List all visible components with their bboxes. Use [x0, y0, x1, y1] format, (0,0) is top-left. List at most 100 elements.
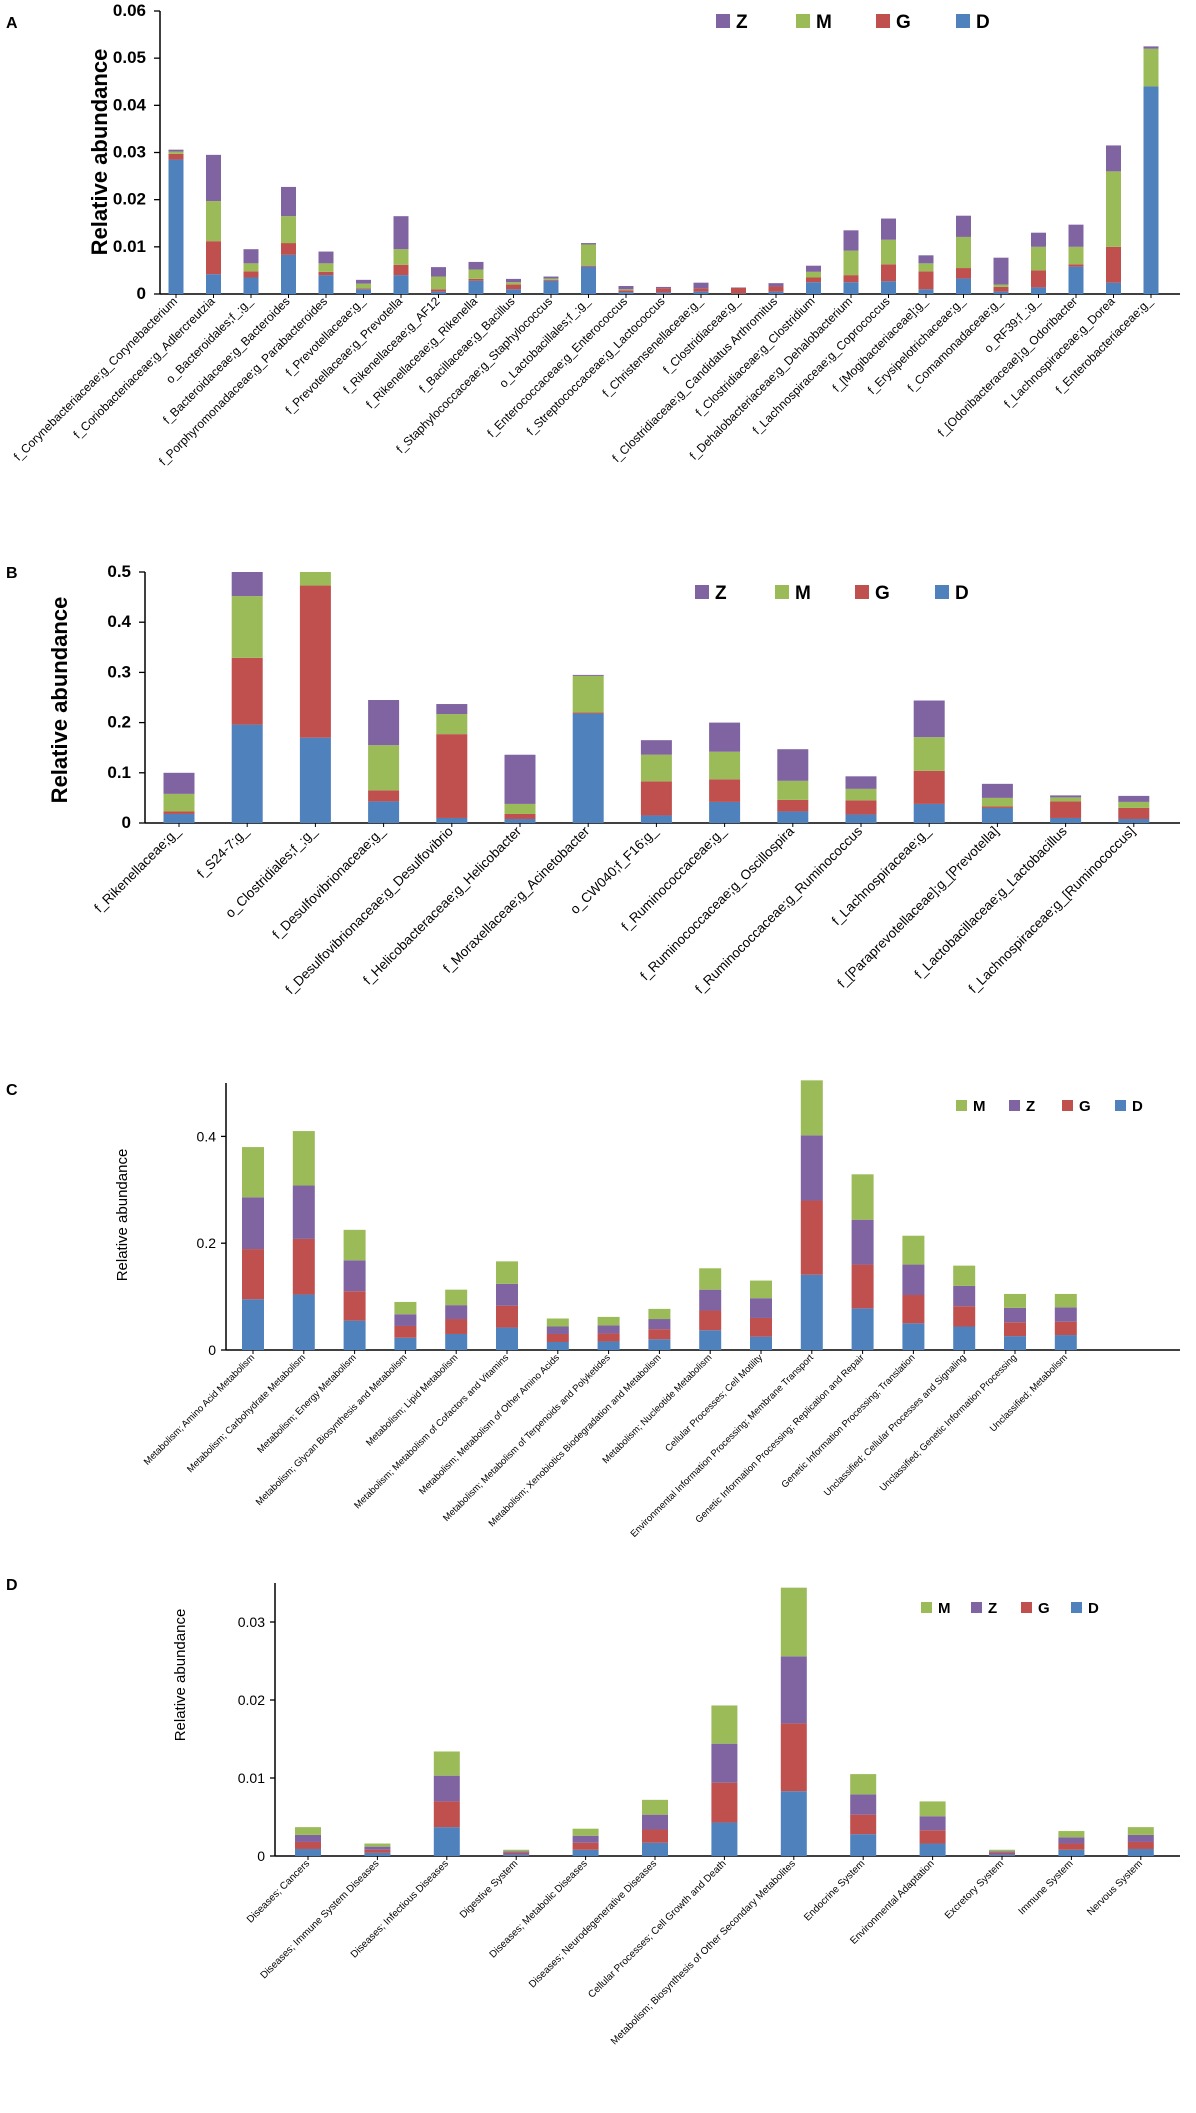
panel-b-legend-swatch-z — [695, 585, 709, 599]
panel-a-segment-z — [806, 265, 821, 272]
panel-c-legend-swatch-g — [1062, 1100, 1073, 1111]
panel-b-segment-d — [845, 814, 877, 823]
panel-a-bar-f-christensenellaceae-g — [693, 282, 709, 294]
panel-a-segment-d — [918, 289, 934, 294]
panel-b-segment-g — [572, 712, 604, 714]
panel-d-segment-g — [503, 1852, 530, 1855]
panel-c-bar-metabolism-nucleotide-metabolism — [699, 1268, 722, 1350]
panel-b-segment-d — [504, 818, 536, 823]
panel-b-segment-m — [640, 754, 672, 782]
panel-b-y-tick-label: 0.4 — [107, 612, 131, 631]
panel-c-bar-metabolism-xenobiotics-biodegradation-and-metabolism — [648, 1308, 671, 1350]
panel-d-segment-m — [503, 1849, 530, 1852]
panel-d-bar-metabolism-biosynthesis-of-other-secondary-metabolites — [780, 1587, 807, 1856]
panel-b-y-axis-label: Relative abundance — [47, 597, 72, 804]
panel-c-segment-z — [902, 1264, 925, 1295]
panel-b-segment-z — [1118, 795, 1150, 802]
panel-a-category-label: f_[Odoribacteraceae];g_Odoribacter — [935, 294, 1080, 439]
panel-a-segment-z — [918, 255, 934, 264]
panel-a-bar-o-lactobacillales-f-g — [581, 243, 596, 294]
panel-d-y-tick-label: 0.03 — [238, 1614, 265, 1630]
panel-c-segment-d — [648, 1339, 671, 1350]
panel-c-bar-unclassified-metabolism — [1054, 1293, 1077, 1350]
panel-b-segment-z — [845, 776, 877, 789]
panel-a-segment-g — [656, 288, 671, 293]
panel-b-segment-d — [163, 813, 195, 823]
panel-a-segment-m — [356, 283, 371, 289]
panel-b-segment-m — [163, 793, 195, 812]
panel-a-segment-g — [806, 277, 821, 283]
panel-b-segment-g — [1118, 807, 1150, 819]
panel-b-segment-z — [709, 722, 741, 752]
panel-a-segment-m — [431, 276, 446, 290]
panel-d-category-label: Diseases; Cancers — [245, 1858, 312, 1925]
panel-a-segment-d — [1031, 287, 1046, 294]
panel-a-segment-d — [243, 277, 259, 294]
panel-b-segment-g — [640, 781, 672, 816]
panel-d-segment-m — [780, 1587, 807, 1657]
panel-b-bar-f-ruminococcaceae-g-ruminococcus — [845, 776, 877, 823]
panel-c-segment-z — [648, 1319, 671, 1330]
panel-a-bar-f-coriobacteriaceae-g-adlercreutzia — [206, 154, 221, 294]
panel-d-segment-g — [433, 1801, 460, 1828]
panel-c-segment-d — [445, 1333, 468, 1350]
panel-a-bar-f-streptococcaceae-g-lactococcus — [656, 286, 671, 294]
panel-d-category-label: Excretory System — [943, 1858, 1006, 1921]
panel-c-segment-m — [242, 1147, 264, 1198]
panel-d-legend-swatch-d — [1071, 1602, 1082, 1613]
panel-b-bar-f-lachnospiraceae-g — [913, 700, 945, 823]
panel-b-segment-g — [913, 770, 945, 804]
panel-d-segment-d — [642, 1842, 668, 1856]
panel-a-segment-m — [956, 236, 971, 269]
panel-c-bar-cellular-processes-cell-motility — [750, 1280, 772, 1350]
panel-a-y-tick-label: 0.04 — [113, 95, 147, 114]
panel-d-bar-endocrine-system — [850, 1774, 877, 1856]
panel-b-bar-f-moraxellaceae-g-acinetobacter — [572, 674, 604, 823]
panel-c-bar-metabolism-carbohydrate-metabolism — [292, 1131, 315, 1350]
panel-c-segment-m — [1004, 1293, 1026, 1308]
panel-b-legend-label-g: G — [875, 583, 890, 604]
panel-b-segment-g — [436, 734, 468, 818]
panel-b-segment-z — [504, 754, 536, 804]
panel-c-segment-g — [750, 1317, 772, 1337]
panel-a-bar-f-rikenellaceae-g-af12 — [431, 267, 446, 294]
panel-a-bar-f-odoribacteraceae-g-odoribacter — [1068, 224, 1084, 294]
panel-c-category-label: Cellular Processes; Cell Motility — [663, 1352, 765, 1454]
panel-a-legend-swatch-m — [796, 14, 810, 28]
panel-b-bar-f-desulfovibrionaceae-g-desulfovibrio — [436, 704, 468, 823]
panel-a-segment-m — [806, 271, 821, 278]
panel-c-segment-g — [648, 1329, 671, 1340]
panel-a-segment-z — [1106, 145, 1121, 172]
panel-a-segment-d — [956, 278, 971, 294]
panel-a-segment-z — [1143, 46, 1159, 49]
panel-a-segment-m — [618, 289, 634, 291]
panel-b-bar-o-cw040-f-f16-g — [640, 740, 672, 823]
panel-c-segment-g — [699, 1310, 722, 1331]
panel-a-y-tick-label: 0.05 — [113, 48, 146, 67]
panel-b-y-tick-label: 0 — [122, 813, 131, 832]
panel-a-legend-label-g: G — [896, 12, 911, 33]
panel-c-bar-unclassified-cellular-processes-and-signaling — [953, 1265, 976, 1350]
panel-c-y-axis-label: Relative abundance — [114, 1149, 131, 1282]
panel-b-segment-m — [1050, 797, 1082, 802]
panel-c-bar-genetic-information-processing-replication-and-repair — [851, 1174, 874, 1350]
panel-b-segment-m — [299, 572, 331, 586]
panel-b-segment-g — [163, 811, 195, 814]
panel-a-segment-m — [918, 263, 934, 272]
panel-b-legend-swatch-g — [855, 585, 869, 599]
panel-d-segment-g — [364, 1849, 391, 1853]
panel-d-segment-d — [433, 1827, 460, 1856]
panel-c-legend-swatch-d — [1115, 1100, 1126, 1111]
panel-b-segment-d — [572, 713, 604, 823]
panel-b-segment-d — [1050, 817, 1082, 823]
panel-a-segment-m — [993, 284, 1009, 287]
panel-c-bar-metabolism-metabolism-of-other-amino-acids — [546, 1318, 569, 1350]
panel-a-segment-z — [318, 251, 334, 264]
panel-c-bar-metabolism-energy-metabolism — [343, 1229, 366, 1350]
panel-a-y-tick-label: 0.06 — [113, 1, 146, 20]
panel-b-bar-f-lactobacillaceae-g-lactobacillus — [1050, 795, 1082, 823]
panel-d-segment-g — [850, 1814, 877, 1835]
panel-b-legend-label-d: D — [955, 583, 969, 604]
panel-a-segment-m — [581, 244, 596, 266]
